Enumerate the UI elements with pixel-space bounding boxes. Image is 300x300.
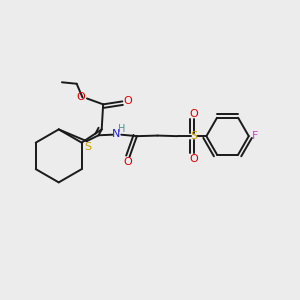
Text: S: S [85, 142, 92, 152]
Text: O: O [124, 157, 132, 167]
Text: O: O [77, 92, 85, 102]
Text: N: N [112, 129, 121, 139]
Text: S: S [190, 130, 197, 141]
Text: O: O [123, 96, 132, 106]
Text: O: O [189, 154, 198, 164]
Text: O: O [189, 109, 198, 119]
Text: H: H [118, 124, 125, 134]
Text: F: F [251, 131, 258, 141]
